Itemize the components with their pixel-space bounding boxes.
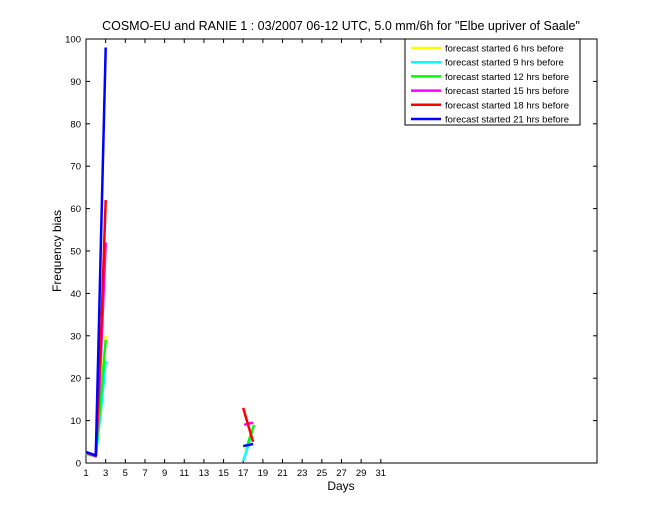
y-tick-label: 0 <box>76 459 81 470</box>
x-tick-label: 5 <box>123 468 128 479</box>
x-tick-label: 21 <box>277 468 288 479</box>
x-tick-label: 23 <box>297 468 308 479</box>
x-tick-label: 15 <box>218 468 229 479</box>
legend-label: forecast started 21 hrs before <box>445 115 569 126</box>
legend-box <box>404 38 581 126</box>
legend: forecast started 6 hrs before forecast st… <box>404 38 581 126</box>
series-lines <box>85 47 256 462</box>
series-line <box>243 421 254 427</box>
y-axis-label: Frequency bias <box>50 210 64 292</box>
series-line <box>85 47 107 457</box>
series-6 <box>85 47 254 457</box>
x-axis-label: Days <box>327 479 354 493</box>
legend-label: forecast started 18 hrs before <box>445 100 569 111</box>
x-tick-label: 25 <box>317 468 328 479</box>
x-tick-label: 1 <box>83 468 88 479</box>
y-axis: 0 10 20 30 40 50 60 70 80 90 100 <box>65 35 597 470</box>
x-tick-label: 7 <box>142 468 147 479</box>
y-tick-label: 10 <box>70 416 81 427</box>
legend-label: forecast started 6 hrs before <box>445 44 564 55</box>
series-line <box>241 407 255 443</box>
legend-label: forecast started 15 hrs before <box>445 86 569 97</box>
x-tick-label: 17 <box>238 468 249 479</box>
y-tick-label: 60 <box>70 204 81 215</box>
y-tick-label: 90 <box>70 77 81 88</box>
y-tick-label: 20 <box>70 374 81 385</box>
y-tick-label: 30 <box>70 331 81 342</box>
x-tick-label: 29 <box>356 468 367 479</box>
legend-items: forecast started 6 hrs before forecast st… <box>411 44 569 126</box>
x-tick-label: 27 <box>336 468 347 479</box>
legend-label: forecast started 12 hrs before <box>445 72 569 83</box>
legend-label: forecast started 9 hrs before <box>445 58 564 69</box>
x-tick-label: 3 <box>103 468 108 479</box>
y-tick-label: 40 <box>70 289 81 300</box>
x-axis: 1 3 5 7 9 11 13 15 17 19 21 23 25 27 29 31 <box>83 39 386 479</box>
x-tick-label: 31 <box>376 468 387 479</box>
y-tick-label: 50 <box>70 247 81 258</box>
y-tick-label: 70 <box>70 162 81 173</box>
x-tick-label: 11 <box>179 468 189 479</box>
x-tick-label: 13 <box>199 468 210 479</box>
series-line <box>242 442 254 448</box>
y-tick-label: 100 <box>65 35 81 46</box>
x-tick-label: 9 <box>162 468 167 479</box>
y-tick-label: 80 <box>70 119 81 130</box>
x-tick-label: 19 <box>258 468 269 479</box>
chart-title: COSMO-EU and RANIE 1 : 03/2007 06-12 UTC… <box>102 19 580 33</box>
